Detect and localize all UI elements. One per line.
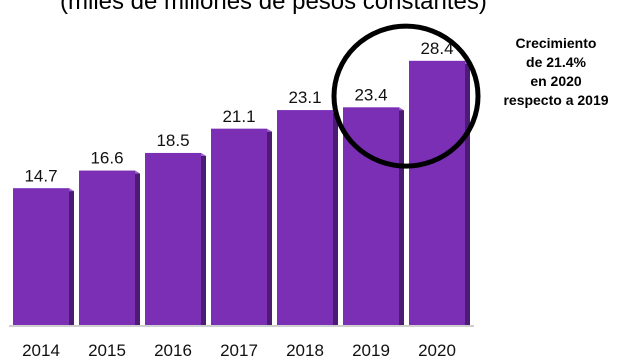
bar-2015 [79,171,140,325]
value-label-2015: 16.6 [90,149,123,168]
bar-front [79,171,135,325]
annotation-line-2: de 21.4% [482,53,630,72]
x-tick-label-2016: 2016 [154,341,192,360]
annotation-line-4: respecto a 2019 [482,91,630,110]
bar-side [201,153,206,325]
x-tick-label-2018: 2018 [286,341,324,360]
bar-front [211,129,267,325]
x-tick-label-2014: 2014 [22,341,60,360]
bar-2020 [409,61,470,325]
annotation-line-3: en 2020 [482,72,630,91]
x-tick-label-2020: 2020 [418,341,456,360]
value-label-2016: 18.5 [156,131,189,150]
bar-2016 [145,153,206,325]
bar-side [465,61,470,325]
x-tick-label-2015: 2015 [88,341,126,360]
bar-front [13,188,69,325]
bar-side [135,171,140,325]
annotation-line-1: Crecimiento [482,34,630,53]
bar-front [277,110,333,325]
bar-side [69,188,74,325]
value-label-2018: 23.1 [288,88,321,107]
bar-side [267,129,272,325]
bar-side [333,110,338,325]
x-tick-label-2019: 2019 [352,341,390,360]
bar-side [399,107,404,325]
x-tick-label-2017: 2017 [220,341,258,360]
bar-2017 [211,129,272,325]
value-label-2014: 14.7 [24,166,57,185]
bar-front [145,153,201,325]
bar-2018 [277,110,338,325]
bar-front [409,61,465,325]
growth-annotation: Crecimiento de 21.4% en 2020 respecto a … [482,34,630,110]
value-label-2017: 21.1 [222,107,255,126]
value-label-2019: 23.4 [354,85,387,104]
bar-2014 [13,188,74,325]
